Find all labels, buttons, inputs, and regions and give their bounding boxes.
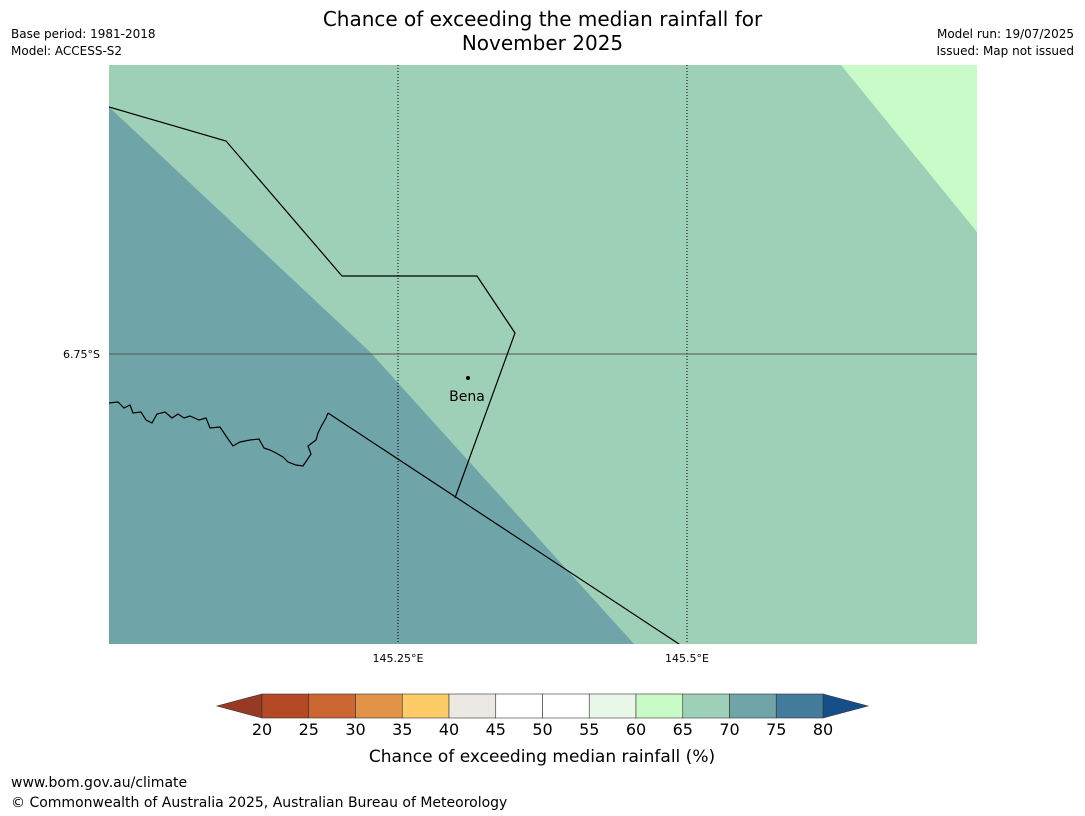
probability-band-60-65 [841, 65, 977, 232]
lon-label-145-25: 145.25°E [373, 652, 424, 665]
coastline [109, 401, 329, 467]
map-title: Chance of exceeding the median rainfall … [200, 7, 885, 55]
colorbar-extend-high [822, 693, 870, 719]
base-period-text: Base period: 1981-2018 [11, 27, 156, 41]
colorbar-tick-label: 50 [532, 720, 552, 739]
footer-url[interactable]: www.bom.gov.au/climate [11, 775, 188, 791]
colorbar-segment [401, 693, 450, 719]
colorbar-tick-label: 30 [345, 720, 365, 739]
colorbar-tick-label: 55 [579, 720, 599, 739]
colorbar-segment [729, 693, 777, 719]
colorbar-tick-label: 25 [299, 720, 319, 739]
colorbar: 20 25 30 35 40 45 50 55 60 65 70 75 80 [215, 693, 870, 739]
colorbar-segment [635, 693, 684, 719]
colorbar-tick-label: 80 [813, 720, 833, 739]
map-title-line2: November 2025 [461, 31, 624, 55]
meta-left: Base period: 1981-2018 Model: ACCESS-S2 [11, 26, 156, 60]
model-text: Model: ACCESS-S2 [11, 44, 123, 58]
place-bena: Bena [449, 376, 485, 405]
colorbar-segment [448, 693, 497, 719]
colorbar-segment [775, 693, 824, 719]
colorbar-tick-label: 60 [626, 720, 646, 739]
gridlines [109, 65, 977, 644]
colorbar-tick-label: 70 [719, 720, 739, 739]
place-marker [466, 376, 470, 380]
meta-right: Model run: 19/07/2025 Issued: Map not is… [936, 26, 1074, 60]
colorbar-segment [261, 693, 310, 719]
model-run-text: Model run: 19/07/2025 [936, 27, 1074, 41]
lon-label-145-5: 145.5°E [665, 652, 709, 665]
colorbar-tick-label: 75 [766, 720, 786, 739]
colorbar-tick-label: 20 [252, 720, 272, 739]
footer-copyright: © Commonwealth of Australia 2025, Austra… [11, 795, 508, 811]
colorbar-tick-label: 40 [439, 720, 459, 739]
map-title-line1: Chance of exceeding the median rainfall … [322, 7, 763, 31]
colorbar-tick-label: 65 [673, 720, 693, 739]
colorbar-segment [682, 693, 730, 719]
lat-label: 6.75°S [63, 348, 100, 361]
colorbar-tick-label: 35 [392, 720, 412, 739]
place-label-bena: Bena [449, 389, 485, 405]
boundaries [109, 106, 680, 644]
colorbar-segment [495, 693, 543, 719]
colorbar-segment [308, 693, 356, 719]
colorbar-segment [588, 693, 637, 719]
district-boundary [109, 106, 516, 499]
colorbar-tick-label: 45 [486, 720, 506, 739]
district-boundary-south [327, 412, 680, 644]
colorbar-segment [542, 693, 590, 719]
probability-band-70-75 [109, 107, 634, 644]
issued-text: Issued: Map not issued [936, 44, 1074, 58]
colorbar-segment [355, 693, 403, 719]
colorbar-extend-low [215, 693, 263, 719]
colorbar-title: Chance of exceeding median rainfall (%) [369, 747, 715, 767]
